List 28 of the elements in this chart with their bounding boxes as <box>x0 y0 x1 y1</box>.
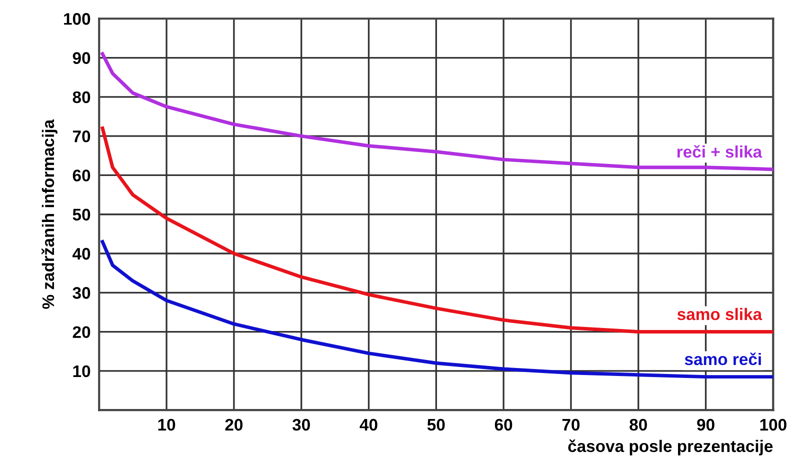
series-label: samo reči <box>684 352 761 366</box>
y-tick-label: 80 <box>72 91 90 104</box>
y-tick-label: 60 <box>72 170 90 182</box>
x-tick-label: 80 <box>630 418 647 431</box>
x-tick-label: 60 <box>494 418 512 431</box>
x-tick-label: 30 <box>292 418 310 431</box>
x-tick-label: 50 <box>427 418 445 431</box>
x-tick-label: 20 <box>225 418 243 431</box>
x-tick-label: 90 <box>697 418 714 431</box>
y-tick-label: 50 <box>72 208 90 221</box>
x-axis-title: časova posle prezentacije <box>568 440 773 456</box>
series-label: reči + slika <box>677 145 762 158</box>
y-tick-label: 20 <box>72 326 90 338</box>
line-series <box>100 126 774 334</box>
y-tick-label: 10 <box>73 365 90 378</box>
x-tick-label: 10 <box>158 418 176 431</box>
y-tick-label: 30 <box>72 287 90 299</box>
y-axis-title: % zadržanih informacija <box>42 119 58 309</box>
x-tick-label: 100 <box>760 418 786 431</box>
y-tick-label: 40 <box>72 248 90 260</box>
series-label: samo slika <box>677 308 762 320</box>
y-tick-label: 90 <box>72 52 90 64</box>
x-tick-label: 70 <box>562 418 580 431</box>
line-series <box>100 240 774 379</box>
line-series <box>100 52 774 172</box>
y-tick-label: 100 <box>64 13 90 25</box>
y-tick-label: 70 <box>72 130 90 142</box>
x-tick-label: 40 <box>360 418 378 431</box>
